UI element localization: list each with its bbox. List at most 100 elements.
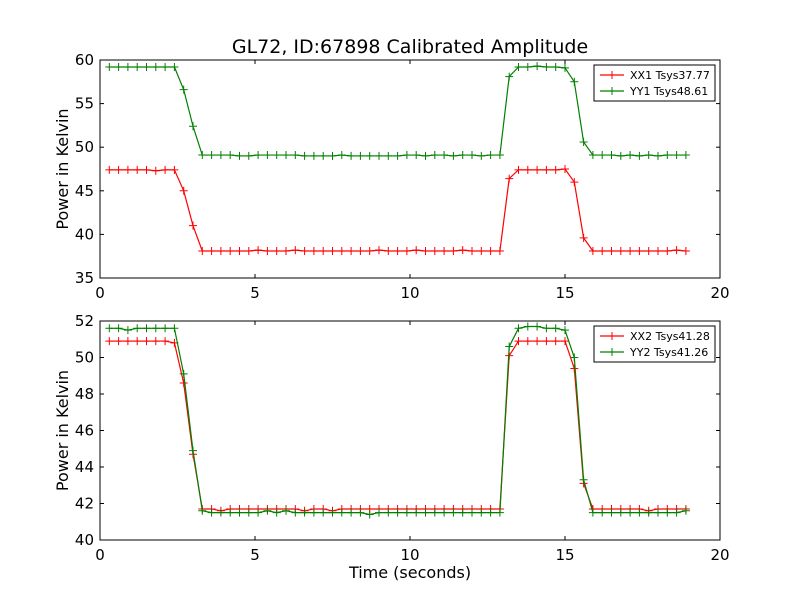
y-tick-label: 40: [75, 225, 94, 243]
data-point-marker: [133, 324, 142, 333]
data-point-marker: [300, 246, 309, 255]
data-point-marker: [189, 446, 197, 455]
data-point-marker: [198, 506, 207, 515]
data-point-marker: [523, 337, 532, 346]
data-point-marker: [495, 246, 504, 255]
data-point-marker: [347, 246, 356, 255]
data-point-marker: [328, 508, 337, 517]
legend-marker: [608, 87, 616, 95]
data-point-marker: [663, 151, 672, 160]
data-point-marker: [598, 246, 607, 255]
data-point-marker: [598, 508, 607, 517]
data-point-marker: [402, 246, 411, 255]
data-point-marker: [133, 165, 142, 174]
data-point-marker: [654, 246, 662, 255]
data-point-marker: [309, 151, 318, 160]
data-point-marker: [198, 151, 207, 160]
data-point-marker: [151, 324, 160, 333]
data-point-marker: [505, 72, 514, 81]
y-tick-label: 60: [75, 51, 94, 69]
data-point-marker: [282, 246, 290, 255]
data-point-marker: [635, 246, 644, 255]
x-tick-label: 15: [555, 284, 574, 302]
data-point-marker: [654, 151, 662, 160]
data-point-marker: [170, 165, 179, 174]
legend-label: XX1 Tsys37.77: [630, 69, 710, 82]
data-point-marker: [588, 151, 597, 160]
data-point-marker: [561, 165, 569, 173]
data-point-marker: [319, 246, 328, 255]
data-point-marker: [644, 151, 653, 160]
data-point-marker: [105, 62, 114, 71]
data-point-marker: [105, 324, 114, 333]
data-point-marker: [505, 174, 514, 183]
data-point-marker: [458, 508, 467, 517]
data-point-marker: [542, 165, 551, 174]
data-point-marker: [170, 324, 179, 333]
data-point-marker: [254, 151, 263, 160]
data-point-marker: [635, 151, 644, 160]
data-point-marker: [254, 246, 263, 255]
data-point-marker: [393, 508, 402, 517]
data-point-marker: [161, 337, 170, 346]
data-point-marker: [319, 508, 328, 517]
data-point-marker: [626, 508, 635, 517]
data-point-marker: [347, 508, 356, 517]
data-point-marker: [272, 151, 281, 160]
data-point-marker: [533, 62, 542, 71]
data-point-marker: [542, 337, 551, 346]
data-point-marker: [282, 506, 290, 515]
top-plot: 0 5 10 15 20 35 40 45 50 55 60 Power in Kelvin XX1 T…: [53, 51, 730, 302]
y-tick-label: 50: [75, 349, 94, 367]
x-axis-label: Time (seconds): [348, 563, 471, 582]
legend-label: XX2 Tsys41.28: [630, 330, 710, 343]
data-point-marker: [570, 353, 579, 362]
data-point-marker: [468, 151, 476, 160]
data-point-marker: [514, 337, 523, 346]
data-point-marker: [495, 508, 504, 517]
data-point-marker: [486, 508, 495, 517]
y-tick-label: 50: [75, 138, 94, 156]
data-point-marker: [114, 337, 123, 346]
data-point-marker: [616, 151, 625, 160]
x-tick-label: 15: [555, 546, 574, 564]
data-point-marker: [123, 62, 132, 71]
data-point-marker: [523, 165, 532, 174]
data-point-marker: [142, 337, 151, 346]
data-point-marker: [337, 246, 346, 255]
data-point-marker: [561, 63, 569, 72]
data-point-marker: [663, 508, 672, 517]
data-point-marker: [226, 151, 235, 160]
data-point-marker: [356, 246, 365, 255]
data-point-marker: [384, 246, 393, 255]
data-point-marker: [579, 233, 588, 242]
data-point-marker: [161, 324, 170, 333]
data-point-marker: [161, 62, 170, 71]
data-point-marker: [421, 151, 430, 160]
data-point-marker: [402, 151, 411, 160]
data-point-marker: [114, 165, 123, 174]
data-point-marker: [607, 508, 616, 517]
data-point-marker: [133, 337, 142, 346]
data-point-marker: [207, 246, 216, 255]
data-point-marker: [123, 326, 132, 335]
data-point-marker: [235, 246, 244, 255]
data-point-marker: [551, 324, 560, 333]
data-point-marker: [393, 246, 402, 255]
data-point-marker: [179, 369, 188, 378]
data-point-marker: [449, 508, 458, 517]
chart-title: GL72, ID:67898 Calibrated Amplitude: [232, 36, 588, 58]
data-point-marker: [551, 62, 560, 71]
data-point-marker: [430, 246, 439, 255]
data-point-marker: [365, 510, 374, 519]
data-point-marker: [449, 151, 458, 160]
data-point-marker: [551, 337, 560, 346]
data-point-marker: [291, 508, 300, 517]
data-point-marker: [216, 151, 225, 160]
x-tick-label: 20: [710, 284, 729, 302]
data-point-marker: [216, 508, 225, 517]
data-point-marker: [105, 337, 114, 346]
x-tick-label: 0: [95, 284, 105, 302]
data-point-marker: [133, 62, 142, 71]
data-point-marker: [189, 221, 197, 230]
